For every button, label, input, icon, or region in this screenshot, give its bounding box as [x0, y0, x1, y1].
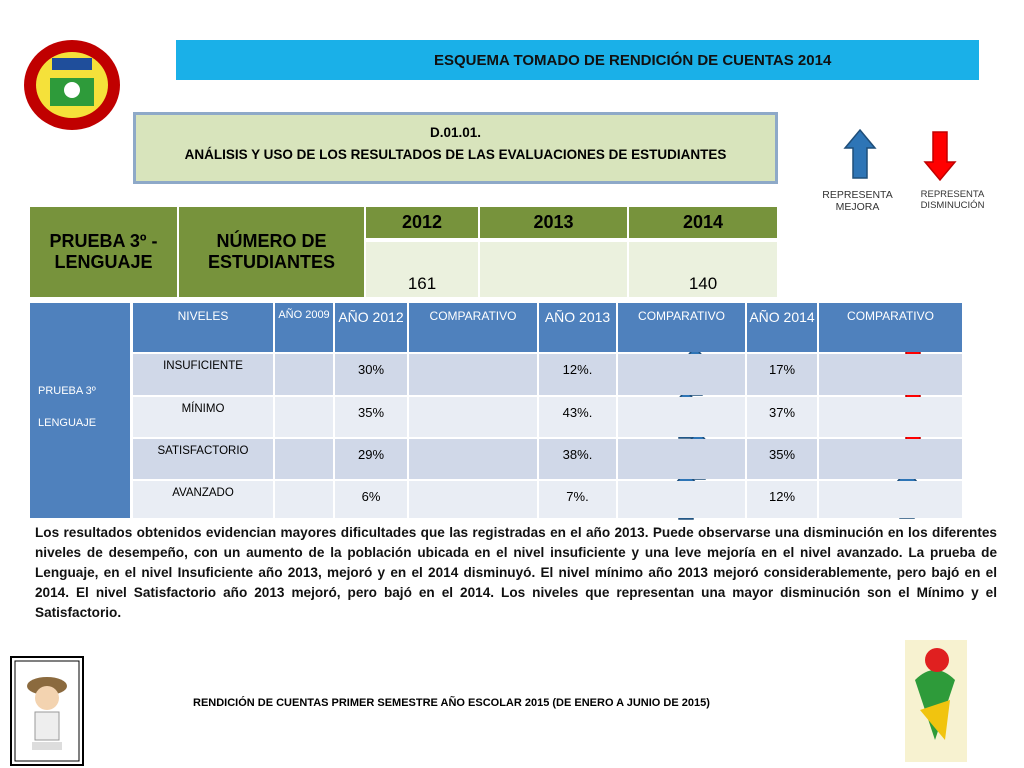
cell: MÍNIMO	[133, 397, 273, 437]
empty-cell	[618, 439, 745, 479]
cell: SATISFACTORIO	[133, 439, 273, 479]
empty-cell	[409, 481, 537, 518]
side-label-line: LENGUAJE	[38, 417, 97, 429]
cell: 38%.	[539, 439, 616, 479]
cell: 6%	[335, 481, 407, 518]
year: 2014	[629, 207, 777, 238]
column-header: COMPARATIVO	[618, 303, 745, 352]
empty-cell	[275, 397, 333, 437]
test-label: PRUEBA 3º - LENGUAJE	[30, 207, 177, 297]
column-header: AÑO 2014	[747, 303, 817, 352]
column-header: COMPARATIVO	[819, 303, 962, 352]
info-box: D.01.01. ANÁLISIS Y USO DE LOS RESULTADO…	[133, 112, 778, 184]
empty-cell	[409, 439, 537, 479]
column-header: AÑO 2009	[275, 303, 333, 352]
count-label: NÚMERO DE ESTUDIANTES	[179, 207, 364, 297]
cell: 43%.	[539, 397, 616, 437]
empty-cell	[819, 354, 962, 395]
cell: 7%.	[539, 481, 616, 518]
year: 2013	[480, 207, 627, 238]
count-empty	[480, 242, 627, 297]
column-header: AÑO 2012	[335, 303, 407, 352]
cell: 29%	[335, 439, 407, 479]
side-label-line: PRUEBA 3º	[38, 385, 96, 397]
empty-cell	[819, 439, 962, 479]
year: 2012	[366, 207, 478, 238]
legend-up-arrow	[844, 129, 876, 179]
column-header: COMPARATIVO	[409, 303, 537, 352]
empty-cell	[275, 354, 333, 395]
cell: 35%	[747, 439, 817, 479]
empty-cell	[275, 481, 333, 518]
cell: INSUFICIENTE	[133, 354, 273, 395]
cell: 12%	[747, 481, 817, 518]
side-label: PRUEBA 3º LENGUAJE	[30, 303, 130, 518]
cell: 17%	[747, 354, 817, 395]
empty-cell	[819, 397, 962, 437]
institution-logo	[905, 640, 967, 762]
empty-cell	[819, 481, 962, 518]
mascot-image	[10, 656, 84, 766]
header-title: ESQUEMA TOMADO DE RENDICIÓN DE CUENTAS 2…	[176, 40, 979, 80]
legend-up-label: REPRESENTA MEJORA	[822, 189, 893, 213]
cell: 35%	[335, 397, 407, 437]
empty-cell	[618, 481, 745, 518]
footer: RENDICIÓN DE CUENTAS PRIMER SEMESTRE AÑO…	[193, 697, 710, 709]
column-header: NIVELES	[133, 303, 273, 352]
cell: AVANZADO	[133, 481, 273, 518]
column-header: AÑO 2013	[539, 303, 616, 352]
cell: 12%.	[539, 354, 616, 395]
empty-cell	[409, 397, 537, 437]
empty-cell	[618, 397, 745, 437]
count: 161	[366, 242, 478, 297]
legend-down-arrow	[924, 131, 956, 181]
legend-down-label: REPRESENTA DISMINUCIÓN	[920, 189, 985, 211]
paragraph: Los resultados obtenidos evidencian mayo…	[35, 525, 997, 620]
cell: 30%	[335, 354, 407, 395]
box-title: ANÁLISIS Y USO DE LOS RESULTADOS DE LAS …	[184, 147, 727, 162]
empty-cell	[275, 439, 333, 479]
empty-cell	[409, 354, 537, 395]
empty-cell	[618, 354, 745, 395]
box-code: D.01.01.	[429, 125, 482, 140]
count: 140	[629, 242, 777, 297]
cell: 37%	[747, 397, 817, 437]
school-logo	[24, 40, 120, 130]
